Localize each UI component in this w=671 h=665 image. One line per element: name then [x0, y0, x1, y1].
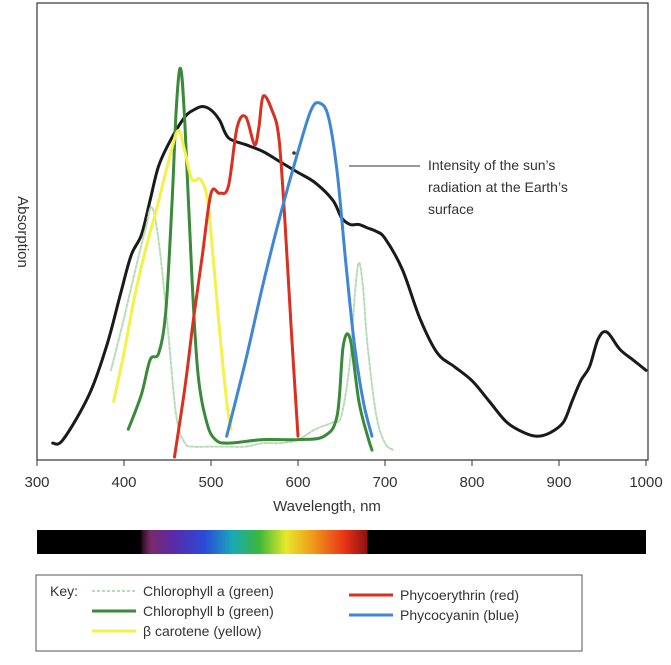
x-tick-label-400: 400 [111, 474, 136, 491]
phycoerythrin-line [173, 94, 300, 459]
stray-dot [292, 151, 296, 155]
y-axis-title: Absorption [14, 196, 31, 268]
legend-phycocyanin-label: Phycocyanin (blue) [400, 607, 519, 623]
x-tick-label-600: 600 [285, 474, 310, 491]
sun-intensity-line [51, 105, 648, 446]
annotation-line-2: radiation at the Earth’s [428, 179, 568, 195]
x-tick-label-300: 300 [24, 474, 49, 491]
legend-chlorophyll-b-label: Chlorophyll b (green) [143, 603, 274, 619]
chlorophyll-b-line [126, 66, 374, 452]
legend-phycoerythrin-label: Phycoerythrin (red) [400, 587, 519, 603]
legend: Chlorophyll a (green) Chlorophyll b (gree… [92, 583, 519, 639]
beta-carotene-line [112, 129, 233, 431]
x-tick-label-900: 900 [546, 474, 571, 491]
phycocyanin-line [225, 101, 374, 438]
x-axis-title: Wavelength, nm [273, 498, 381, 515]
annotation-line-3: surface [428, 201, 474, 217]
legend-beta-carotene-label: β carotene (yellow) [143, 623, 262, 639]
key-label: Key: [50, 583, 78, 599]
annotation-text: Intensity of the sun’s radiation at the … [428, 157, 572, 217]
legend-chlorophyll-a-label: Chlorophyll a (green) [143, 583, 274, 599]
x-tick-labels: 300 400 500 600 700 800 900 1000 [24, 474, 662, 491]
annotation-line-1: Intensity of the sun’s [428, 157, 555, 173]
x-tick-label-1000: 1000 [629, 474, 662, 491]
key-box [35, 574, 583, 652]
x-tick-label-500: 500 [198, 474, 223, 491]
series-layer [51, 66, 648, 459]
plot-frame [36, 2, 649, 461]
x-tick-marks [36, 460, 647, 466]
x-tick-label-800: 800 [459, 474, 484, 491]
x-tick-label-700: 700 [372, 474, 397, 491]
visible-spectrum-band [141, 530, 368, 554]
